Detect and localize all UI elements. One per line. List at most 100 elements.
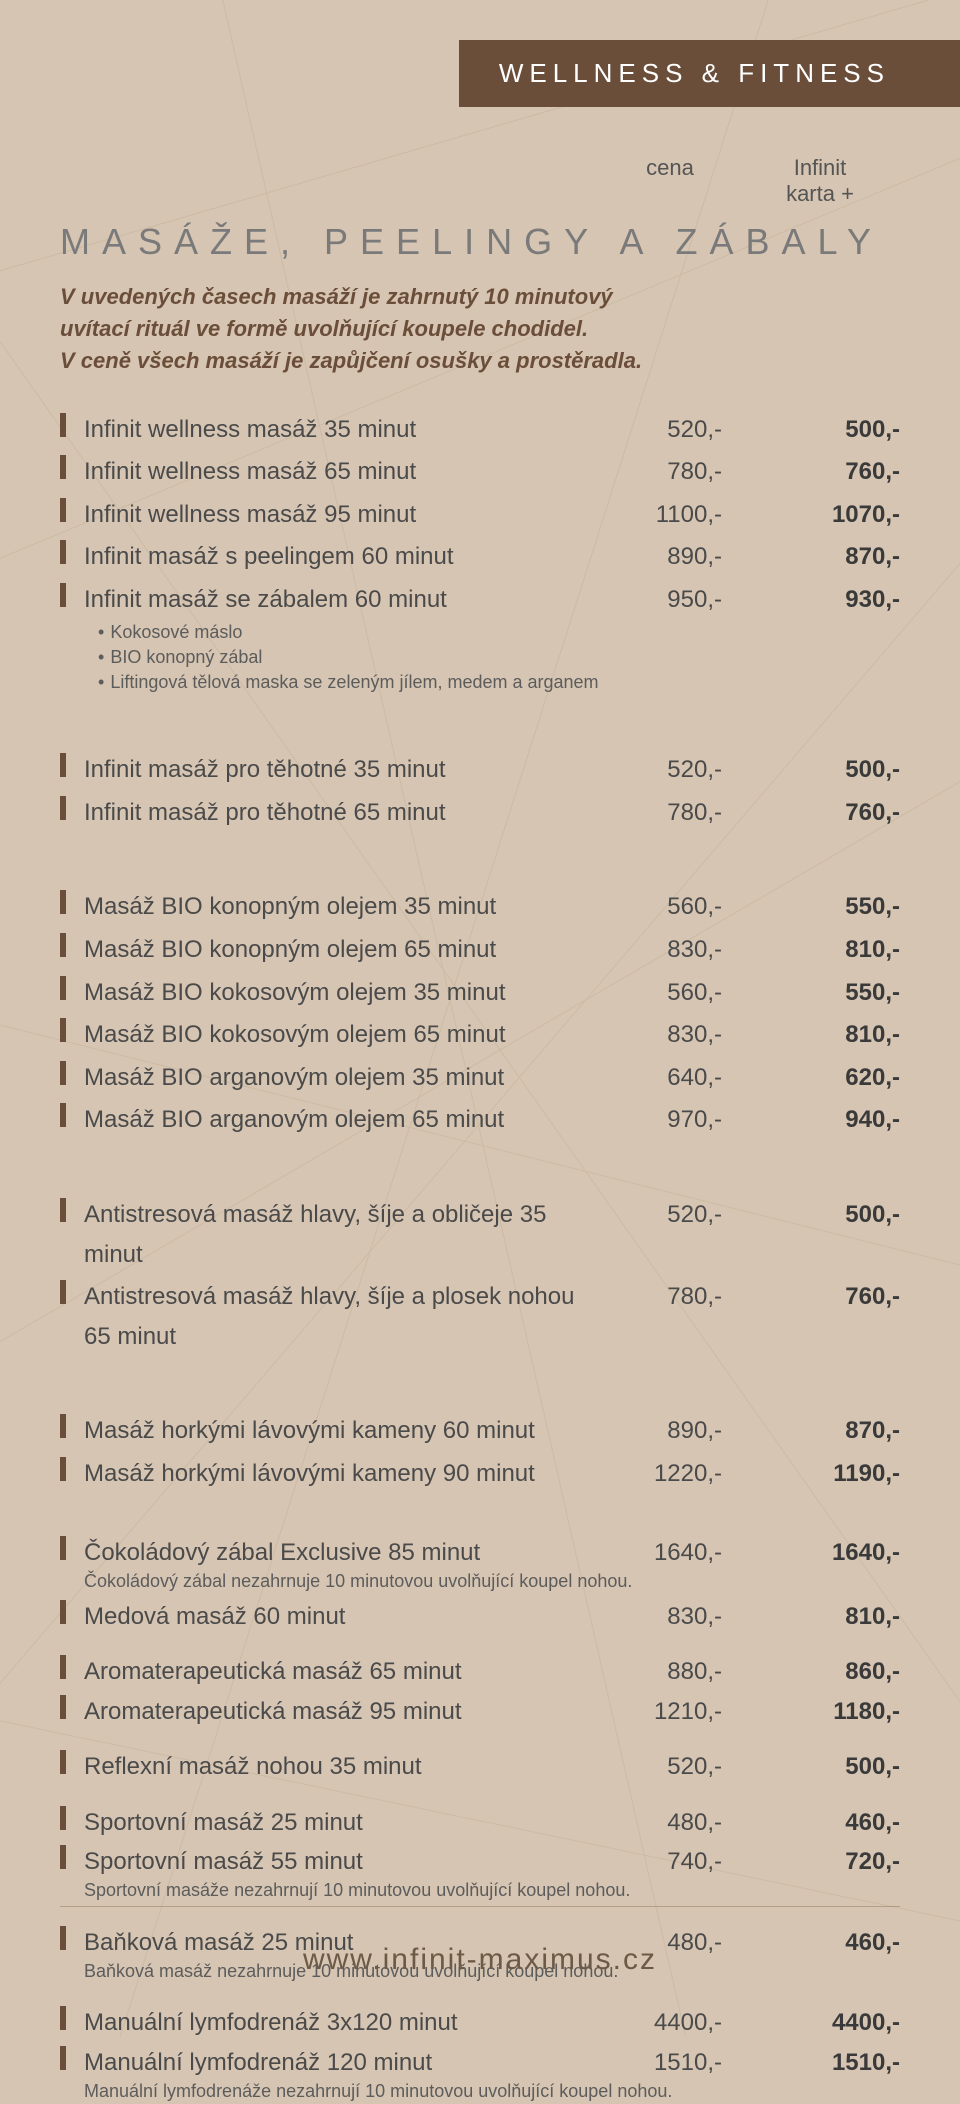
item-name: Masáž horkými lávovými kameny 90 minut — [84, 1454, 600, 1494]
price-row: Infinit masáž s peelingem 60 minut890,-8… — [60, 534, 900, 577]
item-name: Sportovní masáž 55 minut — [84, 1846, 600, 1878]
item-name: Reflexní masáž nohou 35 minut — [84, 1751, 600, 1783]
item-price-plus: 550,- — [740, 887, 900, 927]
price-row: Masáž BIO konopným olejem 35 minut560,-5… — [60, 884, 900, 927]
item-name: Infinit wellness masáž 35 minut — [84, 410, 600, 450]
item-price-plus: 870,- — [740, 1411, 900, 1451]
item-price: 1220,- — [600, 1454, 740, 1494]
item-price: 560,- — [600, 887, 740, 927]
item-note: Manuální lymfodrenáže nezahrnují 10 minu… — [84, 2079, 900, 2104]
item-price: 880,- — [600, 1656, 740, 1688]
item-price-plus: 460,- — [740, 1807, 900, 1839]
price-row: Masáž BIO arganovým olejem 65 minut970,-… — [60, 1097, 900, 1140]
item-price: 830,- — [600, 1015, 740, 1055]
price-row: Masáž BIO kokosovým olejem 35 minut560,-… — [60, 970, 900, 1013]
bullet-icon — [60, 1018, 66, 1042]
item-name: Infinit wellness masáž 65 minut — [84, 452, 600, 492]
bullet-icon — [60, 2006, 66, 2030]
sub-item: •Liftingová tělová maska se zeleným jíle… — [84, 670, 900, 695]
bullet-icon — [60, 1695, 66, 1719]
bullet-icon — [60, 1061, 66, 1085]
item-name: Manuální lymfodrenáž 120 minut — [84, 2047, 600, 2079]
bullet-icon — [60, 1198, 66, 1222]
bullet-icon — [60, 1600, 66, 1624]
item-price: 1210,- — [600, 1696, 740, 1728]
item-price: 830,- — [600, 930, 740, 970]
item-price-plus: 810,- — [740, 1601, 900, 1633]
item-price: 950,- — [600, 580, 740, 620]
item-price-plus: 940,- — [740, 1100, 900, 1140]
item-name: Infinit wellness masáž 95 minut — [84, 495, 600, 535]
price-row: Masáž BIO kokosovým olejem 65 minut830,-… — [60, 1012, 900, 1055]
bullet-icon — [60, 2046, 66, 2070]
item-name: Čokoládový zábal Exclusive 85 minut — [84, 1537, 600, 1569]
price-row: Infinit wellness masáž 95 minut1100,-107… — [60, 492, 900, 535]
price-row: Masáž horkými lávovými kameny 90 minut12… — [60, 1451, 900, 1494]
header-title: WELLNESS & FITNESS — [459, 40, 960, 107]
item-name: Manuální lymfodrenáž 3x120 minut — [84, 2007, 600, 2039]
item-price-plus: 870,- — [740, 537, 900, 577]
item-price: 780,- — [600, 1277, 740, 1317]
sub-item: •Kokosové máslo — [84, 620, 900, 645]
price-row: Manuální lymfodrenáž 3x120 minut4400,-44… — [60, 2000, 900, 2039]
item-name: Masáž BIO arganovým olejem 35 minut — [84, 1058, 600, 1098]
price-row: Masáž BIO arganovým olejem 35 minut640,-… — [60, 1055, 900, 1098]
item-name: Masáž BIO kokosovým olejem 65 minut — [84, 1015, 600, 1055]
item-price: 520,- — [600, 410, 740, 450]
bullet-icon — [60, 455, 66, 479]
bullet-icon — [60, 976, 66, 1000]
item-name: Infinit masáž pro těhotné 65 minut — [84, 793, 600, 833]
price-row: Čokoládový zábal Exclusive 85 minut1640,… — [60, 1530, 900, 1569]
bullet-icon — [60, 540, 66, 564]
item-price-plus: 930,- — [740, 580, 900, 620]
price-row: Infinit masáž se zábalem 60 minut950,-93… — [60, 577, 900, 620]
item-name: Masáž BIO konopným olejem 35 minut — [84, 887, 600, 927]
item-name: Aromaterapeutická masáž 65 minut — [84, 1656, 600, 1688]
item-price: 740,- — [600, 1846, 740, 1878]
footer-divider — [60, 1906, 900, 1907]
bullet-icon — [60, 1536, 66, 1560]
item-price: 780,- — [600, 793, 740, 833]
price-row: Aromaterapeutická masáž 95 minut1210,-11… — [60, 1689, 900, 1728]
item-price-plus: 620,- — [740, 1058, 900, 1098]
item-price-plus: 1180,- — [740, 1696, 900, 1728]
item-price-plus: 1070,- — [740, 495, 900, 535]
item-price: 830,- — [600, 1601, 740, 1633]
bullet-icon — [60, 1655, 66, 1679]
item-price-plus: 500,- — [740, 750, 900, 790]
item-price: 890,- — [600, 537, 740, 577]
sub-item: •BIO konopný zábal — [84, 645, 900, 670]
item-price-plus: 500,- — [740, 410, 900, 450]
price-row: Masáž horkými lávovými kameny 60 minut89… — [60, 1408, 900, 1451]
item-name: Antistresová masáž hlavy, šíje a plosek … — [84, 1277, 600, 1356]
item-price-plus: 500,- — [740, 1751, 900, 1783]
bullet-icon — [60, 1806, 66, 1830]
item-price: 1640,- — [600, 1537, 740, 1569]
bullet-icon — [60, 1414, 66, 1438]
bullet-icon — [60, 1845, 66, 1869]
item-price: 1510,- — [600, 2047, 740, 2079]
col-plus-label-2: karta + — [740, 181, 900, 207]
bullet-icon — [60, 1750, 66, 1774]
item-price-plus: 760,- — [740, 452, 900, 492]
item-price-plus: 810,- — [740, 930, 900, 970]
price-row: Masáž BIO konopným olejem 65 minut830,-8… — [60, 927, 900, 970]
bullet-icon — [60, 498, 66, 522]
item-price-plus: 1190,- — [740, 1454, 900, 1494]
price-row: Sportovní masáž 55 minut740,-720,- — [60, 1839, 900, 1878]
item-price-plus: 4400,- — [740, 2007, 900, 2039]
intro-text: V uvedených časech masáží je zahrnutý 10… — [60, 281, 900, 377]
price-row: Manuální lymfodrenáž 120 minut1510,-1510… — [60, 2040, 900, 2079]
bullet-icon — [60, 1103, 66, 1127]
item-price: 1100,- — [600, 495, 740, 535]
price-row: Infinit wellness masáž 65 minut780,-760,… — [60, 449, 900, 492]
section-title: MASÁŽE, PEELINGY A ZÁBALY — [60, 221, 900, 263]
item-price: 520,- — [600, 1751, 740, 1783]
item-price: 780,- — [600, 452, 740, 492]
item-price-plus: 810,- — [740, 1015, 900, 1055]
item-price-plus: 760,- — [740, 1277, 900, 1317]
item-price: 560,- — [600, 973, 740, 1013]
price-row: Reflexní masáž nohou 35 minut520,-500,- — [60, 1744, 900, 1783]
item-note: Sportovní masáže nezahrnují 10 minutovou… — [84, 1878, 900, 1903]
price-row: Antistresová masáž hlavy, šíje a obličej… — [60, 1192, 900, 1274]
